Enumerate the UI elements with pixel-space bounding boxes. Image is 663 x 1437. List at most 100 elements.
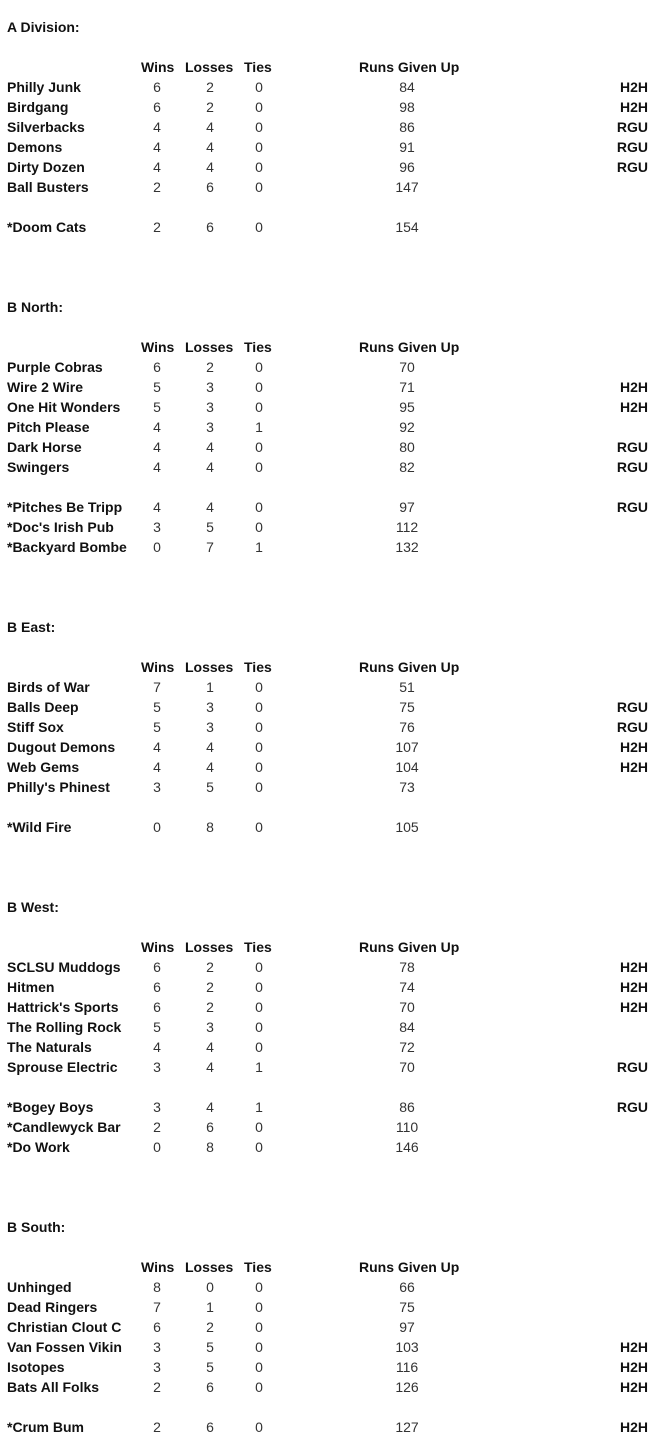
wins-value: 4 [153,139,161,155]
losses-value: 6 [206,1379,214,1395]
team-name: Philly Junk [7,79,81,95]
team-name: *Do Work [7,1139,70,1155]
runs-given-up-value: 73 [399,779,415,795]
wins-value: 6 [153,79,161,95]
runs-given-up-value: 107 [395,739,419,755]
header-wins: Wins [141,939,175,955]
losses-value: 6 [206,179,214,195]
runs-given-up-value: 71 [399,379,415,395]
team-row: Swingers 4 4 0 82 RGU [0,457,663,477]
losses-value: 5 [206,519,214,535]
ties-value: 0 [255,979,263,995]
team-name: Stiff Sox [7,719,64,735]
team-name: *Bogey Boys [7,1099,94,1115]
runs-given-up-value: 110 [395,1119,419,1135]
wins-value: 3 [153,519,161,535]
losses-value: 2 [206,99,214,115]
runs-given-up-value: 70 [399,1059,415,1075]
team-row: Isotopes 3 5 0 116 H2H [0,1357,663,1377]
team-name: *Crum Bum [7,1419,85,1435]
ties-value: 0 [255,79,263,95]
losses-value: 3 [206,699,214,715]
wins-value: 4 [153,499,161,515]
team-name: Isotopes [7,1359,65,1375]
losses-value: 0 [206,1279,214,1295]
header-runs-given-up: Runs Given Up [359,659,460,675]
header-wins: Wins [141,59,175,75]
runs-given-up-value: 116 [395,1359,419,1375]
losses-value: 6 [206,1419,214,1435]
ties-value: 0 [255,959,263,975]
team-name: Demons [7,139,63,155]
team-name: Bats All Folks [7,1379,100,1395]
ties-value: 0 [255,219,263,235]
wins-value: 5 [153,379,161,395]
runs-given-up-value: 112 [395,519,419,535]
runs-given-up-value: 76 [399,719,415,735]
header-runs-given-up: Runs Given Up [359,339,460,355]
losses-value: 8 [206,1139,214,1155]
runs-given-up-value: 97 [399,499,415,515]
team-row: Ball Busters 2 6 0 147 [0,177,663,197]
team-row: *Backyard Bombe 0 7 1 132 [0,537,663,557]
runs-given-up-value: 105 [395,819,419,835]
header-row: Wins Losses Ties Runs Given Up [0,337,663,357]
losses-value: 6 [206,1119,214,1135]
ties-value: 0 [255,999,263,1015]
team-row: Philly Junk 6 2 0 84 H2H [0,77,663,97]
tiebreaker-tag: RGU [616,159,648,175]
team-name: Pitch Please [7,419,90,435]
ties-value: 0 [255,1119,263,1135]
team-row: Dark Horse 4 4 0 80 RGU [0,437,663,457]
team-row: The Naturals 4 4 0 72 [0,1037,663,1057]
losses-value: 2 [206,359,214,375]
runs-given-up-value: 70 [399,359,415,375]
team-row: Balls Deep 5 3 0 75 RGU [0,697,663,717]
team-name: Dirty Dozen [7,159,85,175]
losses-value: 3 [206,419,214,435]
header-ties: Ties [244,659,272,675]
runs-given-up-value: 72 [399,1039,415,1055]
team-row: Demons 4 4 0 91 RGU [0,137,663,157]
ties-value: 0 [255,1039,263,1055]
tiebreaker-tag: RGU [616,1099,648,1115]
division-title-text: A Division: [7,19,80,35]
ties-value: 0 [255,1299,263,1315]
header-losses: Losses [185,939,234,955]
ties-value: 0 [255,459,263,475]
losses-value: 4 [206,159,214,175]
runs-given-up-value: 84 [399,79,415,95]
team-name: *Doc's Irish Pub [7,519,114,535]
losses-value: 4 [206,1059,214,1075]
header-runs-given-up: Runs Given Up [359,939,460,955]
ties-value: 0 [255,159,263,175]
team-name: Birds of War [7,679,90,695]
wins-value: 5 [153,1019,161,1035]
division-title-text: B North: [7,299,63,315]
team-name: *Pitches Be Tripp [7,499,123,515]
wins-value: 8 [153,1279,161,1295]
wins-value: 4 [153,759,161,775]
wins-value: 4 [153,119,161,135]
team-row: Philly's Phinest 3 5 0 73 [0,777,663,797]
wins-value: 7 [153,1299,161,1315]
ties-value: 0 [255,1319,263,1335]
team-row: *Doom Cats 2 6 0 154 [0,217,663,237]
runs-given-up-value: 78 [399,959,415,975]
header-ties: Ties [244,939,272,955]
wins-value: 2 [153,1119,161,1135]
header-losses: Losses [185,59,234,75]
ties-value: 0 [255,99,263,115]
losses-value: 2 [206,1319,214,1335]
runs-given-up-value: 97 [399,1319,415,1335]
losses-value: 2 [206,999,214,1015]
team-name: Dugout Demons [7,739,116,755]
runs-given-up-value: 84 [399,1019,415,1035]
tiebreaker-tag: RGU [616,499,648,515]
division-title: B East: [0,617,663,637]
team-row: *Bogey Boys 3 4 1 86 RGU [0,1097,663,1117]
team-name: Hattrick's Sports [7,999,119,1015]
ties-value: 0 [255,759,263,775]
ties-value: 0 [255,739,263,755]
wins-value: 2 [153,1419,161,1435]
